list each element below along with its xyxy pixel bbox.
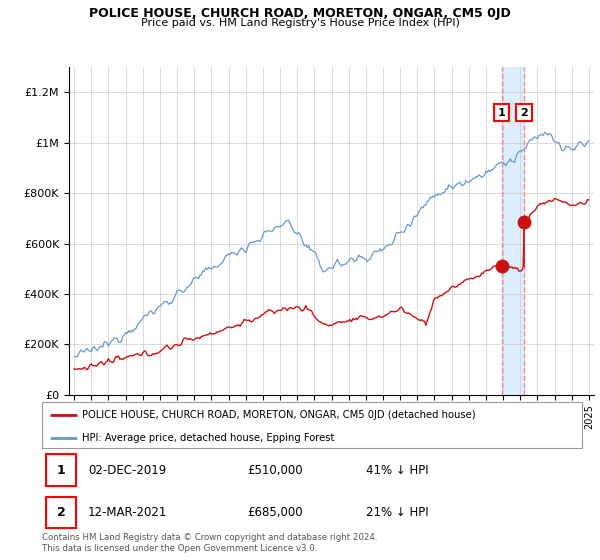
Text: Price paid vs. HM Land Registry's House Price Index (HPI): Price paid vs. HM Land Registry's House … [140, 18, 460, 28]
Text: Contains HM Land Registry data © Crown copyright and database right 2024.
This d: Contains HM Land Registry data © Crown c… [42, 533, 377, 553]
Text: POLICE HOUSE, CHURCH ROAD, MORETON, ONGAR, CM5 0JD: POLICE HOUSE, CHURCH ROAD, MORETON, ONGA… [89, 7, 511, 20]
Text: 2: 2 [520, 108, 527, 118]
Bar [46, 497, 76, 529]
Text: 21% ↓ HPI: 21% ↓ HPI [366, 506, 428, 519]
Bar [502, 67, 524, 395]
Text: 2: 2 [57, 506, 65, 519]
Text: 1: 1 [57, 464, 65, 477]
Text: HPI: Average price, detached house, Epping Forest: HPI: Average price, detached house, Eppi… [83, 433, 335, 443]
Text: 1: 1 [498, 108, 506, 118]
Bar [46, 454, 76, 486]
Text: £510,000: £510,000 [247, 464, 303, 477]
Text: 12-MAR-2021: 12-MAR-2021 [88, 506, 167, 519]
Text: 02-DEC-2019: 02-DEC-2019 [88, 464, 166, 477]
Text: 41% ↓ HPI: 41% ↓ HPI [366, 464, 428, 477]
Text: £685,000: £685,000 [247, 506, 303, 519]
Text: POLICE HOUSE, CHURCH ROAD, MORETON, ONGAR, CM5 0JD (detached house): POLICE HOUSE, CHURCH ROAD, MORETON, ONGA… [83, 410, 476, 420]
